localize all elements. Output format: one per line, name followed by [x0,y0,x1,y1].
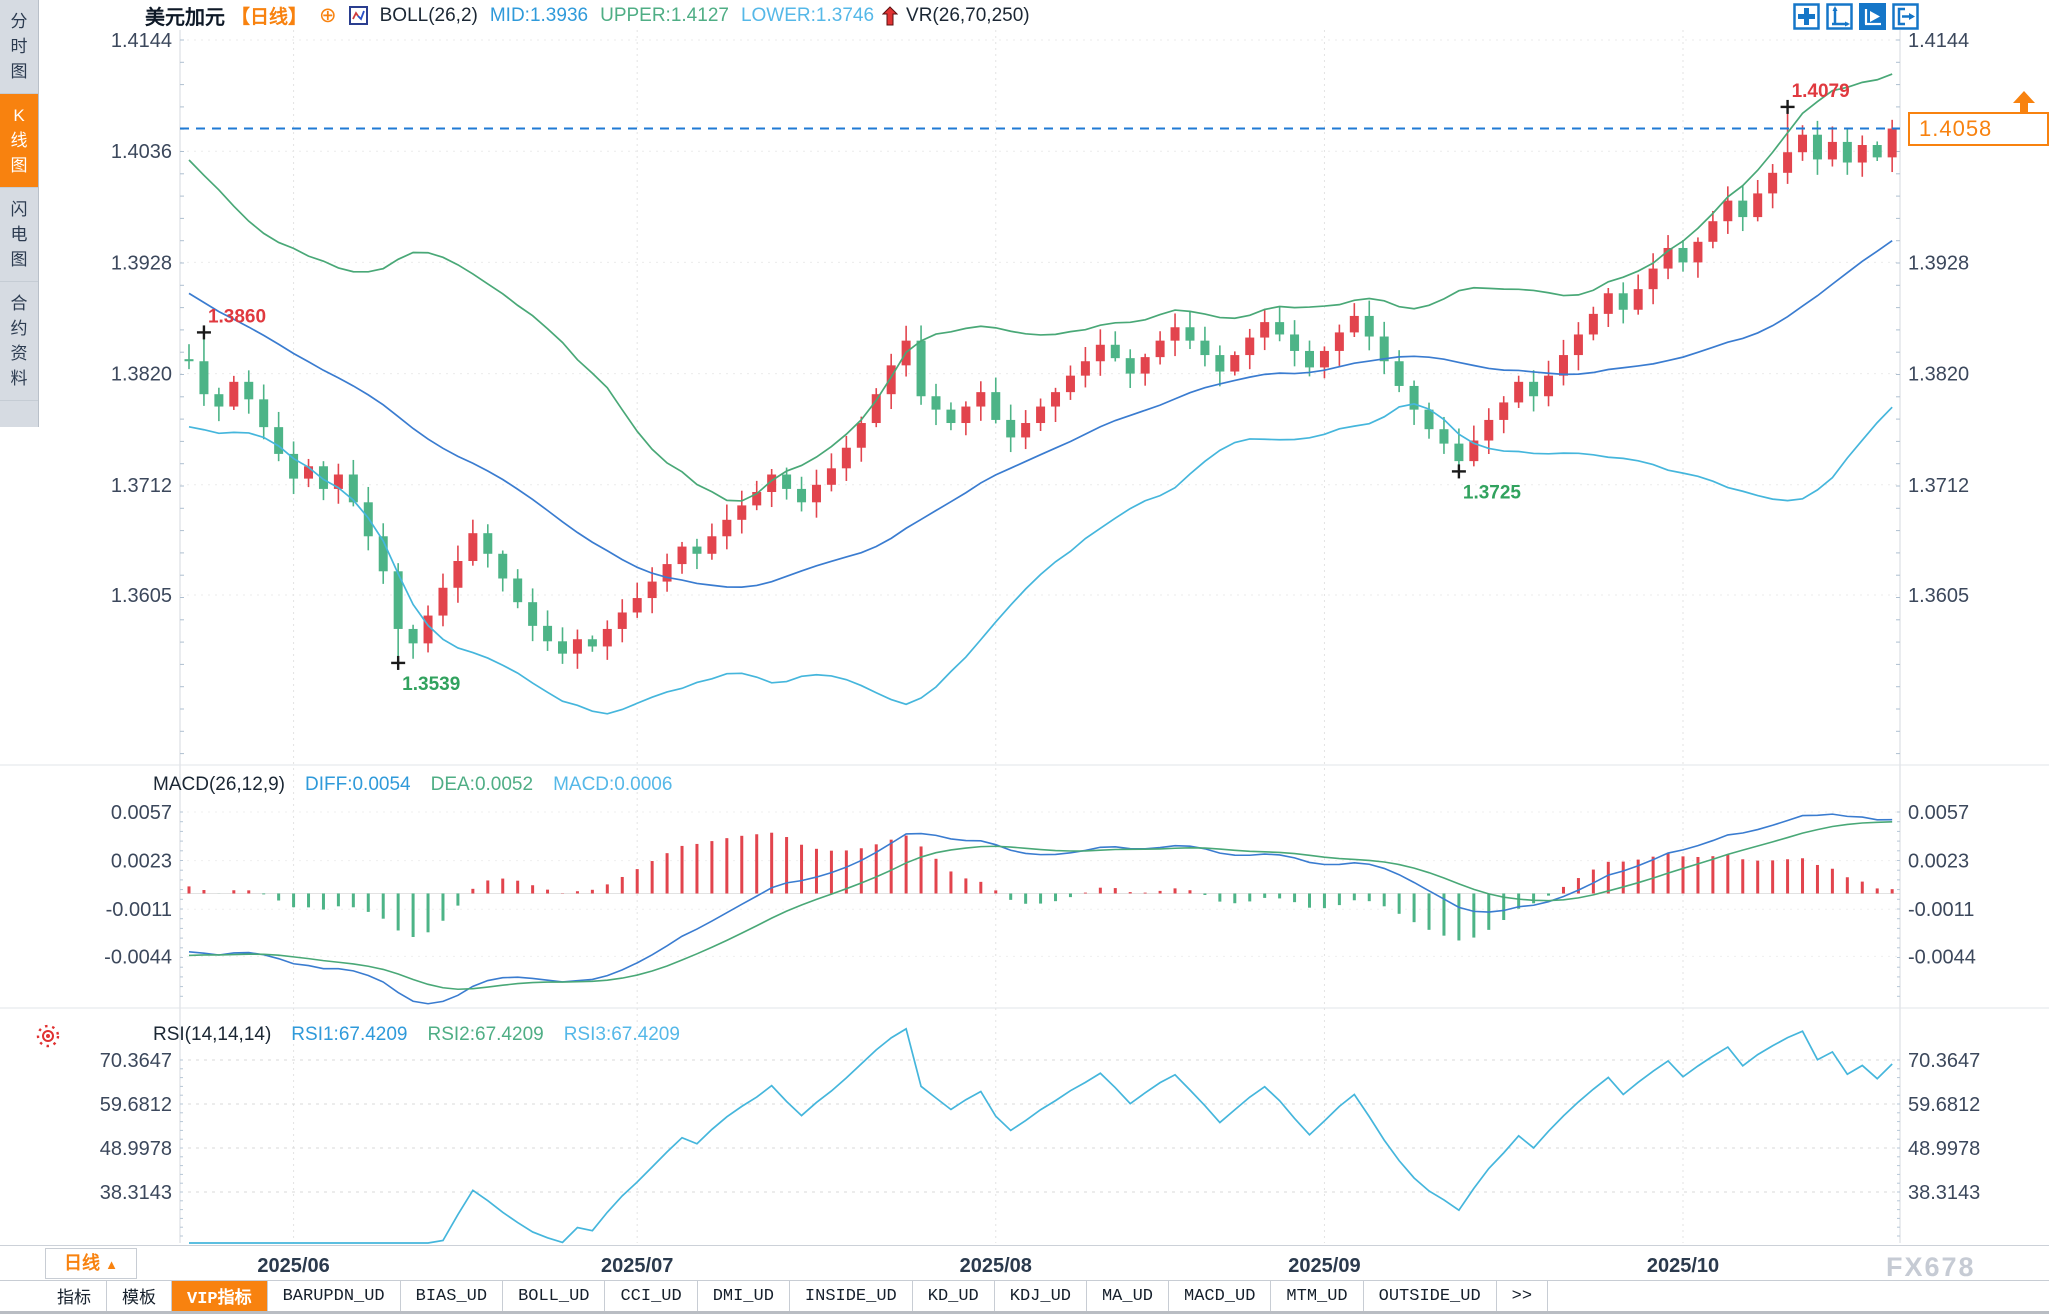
macd-dea-value: DEA:0.0052 [430,774,534,795]
x-axis-label: 2025/06 [257,1255,329,1277]
svg-text:59.6812: 59.6812 [1908,1094,1980,1116]
sidebar-item-闪电图[interactable]: 闪电图 [0,188,38,282]
svg-text:1.4144: 1.4144 [1908,30,1969,52]
tab-KDJ_UD[interactable]: KDJ_UD [995,1281,1087,1311]
sidebar-item-label: 合约资料 [10,294,28,388]
x-axis-label: 2025/09 [1288,1255,1360,1277]
svg-text:70.3647: 70.3647 [100,1050,172,1072]
auto-fit-active-icon[interactable] [1859,3,1886,30]
boll-params-label: BOLL(26,2) [379,4,478,26]
tab-KD_UD[interactable]: KD_UD [913,1281,995,1311]
svg-text:38.3143: 38.3143 [100,1182,172,1204]
up-arrow-icon [882,5,899,26]
tab-BOLL_UD[interactable]: BOLL_UD [503,1281,606,1311]
sidebar-item-label: K线图 [10,106,28,175]
symbol-name: 美元加元 [145,7,225,29]
svg-text:0.0023: 0.0023 [1908,851,1969,873]
svg-text:1.3928: 1.3928 [111,252,172,274]
svg-text:1.3605: 1.3605 [1908,585,1969,607]
rsi-pane-header: RSI(14,14,14) RSI1:67.4209 RSI2:67.4209 … [153,1024,680,1046]
sidebar-item-label: 闪电图 [10,200,28,269]
tab-VIP指标[interactable]: VIP指标 [172,1281,268,1311]
svg-text:48.9978: 48.9978 [100,1138,172,1160]
svg-text:-0.0044: -0.0044 [104,946,172,968]
watermark: FX678 [1886,1252,1976,1282]
price-up-arrow-icon [2013,91,2035,112]
svg-text:0.0023: 0.0023 [111,851,172,873]
tab-模板[interactable]: 模板 [107,1281,172,1311]
chart-canvas[interactable]: 2025/06 2025/07 2025/08 2025/09 2025/10 1.414… [0,0,2049,1280]
chart-type-sidebar: 分时图 K线图闪电图合约资料 [0,0,39,427]
pan-move-icon[interactable] [1793,3,1820,30]
period-tag: 【日线】 [231,7,308,28]
svg-text:1.3712: 1.3712 [1908,475,1969,497]
tab->>[interactable]: >> [1497,1281,1549,1311]
price-marker-label: 1.3539 [402,674,460,695]
svg-text:38.3143: 38.3143 [1908,1182,1980,1204]
svg-text:0.0057: 0.0057 [1908,802,1969,824]
svg-text:1.4144: 1.4144 [111,30,172,52]
x-axis-label: 2025/07 [601,1255,673,1277]
chart-toolbar [1793,3,1919,30]
axis-scale-icon[interactable] [1826,3,1853,30]
svg-text:1.3712: 1.3712 [111,475,172,497]
tab-MACD_UD[interactable]: MACD_UD [1169,1281,1272,1311]
add-indicator-icon[interactable]: ⊕ [319,3,337,27]
svg-text:1.3605: 1.3605 [111,585,172,607]
sidebar-item-label: 分时图 [10,12,28,81]
indicator-tab-bar: 指标 模板 VIP指标 BARUPDN_UD BIAS_UD BOLL_UD CCI_UD D… [0,1280,2049,1314]
rsi3-value: RSI3:67.4209 [563,1024,680,1045]
main-chart-header: 美元加元 【日线】 ⊕ BOLL(26,2) MID:1.3936 UPPER:… [145,2,1030,30]
tab-CCI_UD[interactable]: CCI_UD [605,1281,698,1311]
boll-mid-value: MID:1.3936 [489,4,589,26]
boll-lower-value: LOWER:1.3746 [740,4,875,26]
period-selector-button[interactable]: 日线 ▲ [45,1248,137,1279]
macd-params-label: MACD(26,12,9) [153,774,285,795]
sidebar-item-分时图[interactable]: 分时图 [0,0,38,94]
tab-MA_UD[interactable]: MA_UD [1087,1281,1169,1311]
vr-params-label: VR(26,70,250) [906,4,1030,26]
svg-text:48.9978: 48.9978 [1908,1138,1980,1160]
rsi1-value: RSI1:67.4209 [291,1024,408,1045]
chevron-up-icon: ▲ [105,1257,118,1272]
price-marker-label: 1.3860 [208,306,266,327]
price-marker-label: 1.3725 [1463,482,1522,503]
collapse-panel-icon[interactable] [1892,3,1919,30]
tab-BIAS_UD[interactable]: BIAS_UD [401,1281,504,1311]
svg-text:1.3820: 1.3820 [1908,364,1969,386]
tab-MTM_UD[interactable]: MTM_UD [1271,1281,1364,1311]
rsi2-value: RSI2:67.4209 [427,1024,544,1045]
tab-INSIDE_UD[interactable]: INSIDE_UD [790,1281,913,1311]
svg-text:70.3647: 70.3647 [1908,1050,1980,1072]
tab-OUTSIDE_UD[interactable]: OUTSIDE_UD [1364,1281,1497,1311]
current-price-box: 1.4058 [1908,112,2049,146]
tab-DMI_UD[interactable]: DMI_UD [698,1281,790,1311]
period-selector-label: 日线 [64,1253,101,1273]
indicator-settings-sun-icon[interactable] [34,1022,62,1050]
svg-text:-0.0044: -0.0044 [1908,946,1976,968]
kline-style-icon[interactable] [348,6,368,25]
sidebar-item-K线图[interactable]: K线图 [0,94,38,188]
svg-text:59.6812: 59.6812 [100,1094,172,1116]
tab-BARUPDN_UD[interactable]: BARUPDN_UD [268,1281,401,1311]
price-marker-label: 1.4079 [1792,81,1850,102]
tab-指标[interactable]: 指标 [42,1281,107,1311]
svg-text:-0.0011: -0.0011 [106,899,172,921]
macd-diff-value: DIFF:0.0054 [305,774,411,795]
sidebar-item-合约资料[interactable]: 合约资料 [0,282,38,401]
svg-text:-0.0011: -0.0011 [1908,899,1974,921]
svg-text:1.3928: 1.3928 [1908,252,1969,274]
macd-macd-value: MACD:0.0006 [553,774,673,795]
svg-text:1.3820: 1.3820 [111,364,172,386]
x-axis-label: 2025/10 [1647,1255,1719,1277]
x-axis-label: 2025/08 [960,1255,1032,1277]
boll-upper-value: UPPER:1.4127 [600,4,729,26]
rsi-params-label: RSI(14,14,14) [153,1024,272,1045]
svg-text:1.4036: 1.4036 [111,141,172,163]
macd-pane-header: MACD(26,12,9) DIFF:0.0054 DEA:0.0052 MAC… [153,774,672,796]
svg-text:0.0057: 0.0057 [111,802,172,824]
